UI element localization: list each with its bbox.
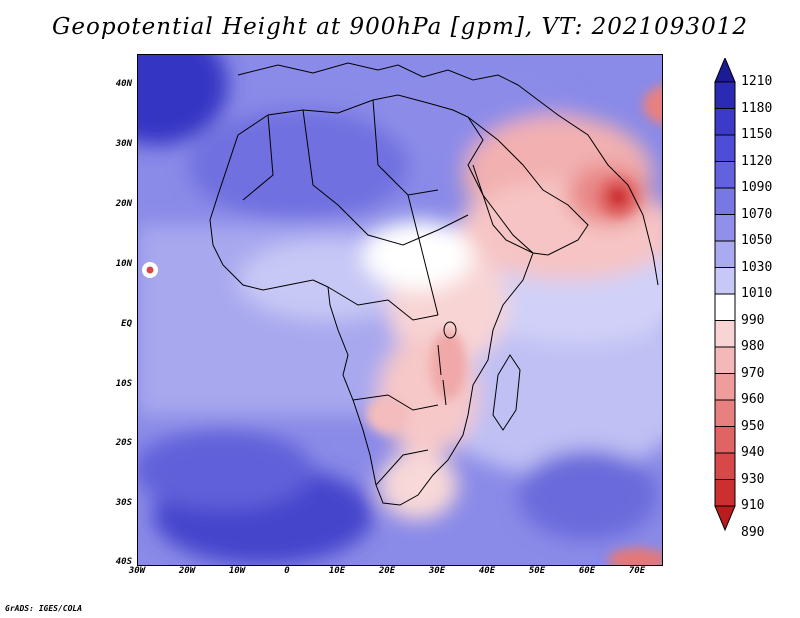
colorbar-box <box>714 373 736 401</box>
colorbar-box <box>714 240 736 268</box>
colorbar-box <box>714 293 736 321</box>
geopotential-map <box>138 55 662 565</box>
colorbar-box <box>714 108 736 136</box>
colorbar-box <box>714 187 736 215</box>
lat-label-30n: 30N <box>115 139 132 149</box>
lon-label-20w: 20W <box>178 566 196 576</box>
coastlines <box>209 62 659 506</box>
colorbar-box <box>714 452 736 480</box>
colorbar-label: 1090 <box>741 180 773 195</box>
colorbar-box <box>714 134 736 162</box>
colorbar-label: 1030 <box>741 259 773 275</box>
colorbar-box <box>714 346 736 374</box>
lon-label-30e: 30E <box>428 566 446 576</box>
colorbar-top-arrow <box>714 58 736 83</box>
colorbar-box <box>714 426 736 454</box>
lon-label-20e: 20E <box>378 566 396 576</box>
lon-label-70e: 70E <box>628 566 646 576</box>
field-shading <box>138 55 662 565</box>
colorbar-box <box>714 161 736 189</box>
colorbar-label: 1120 <box>741 153 773 169</box>
colorbar-label: 970 <box>741 365 765 381</box>
grads-credit: GrADS: IGES/COLA <box>5 604 83 613</box>
lat-label-40n: 40N <box>115 79 132 89</box>
colorbar-label: 990 <box>741 312 765 328</box>
colorbar-label: 1180 <box>741 100 773 116</box>
colorbar <box>714 58 736 532</box>
colorbar-label: 1210 <box>741 74 773 89</box>
lon-label-50e: 50E <box>528 566 546 576</box>
colorbar-box <box>714 479 736 507</box>
lon-label-30w: 30W <box>128 566 146 576</box>
colorbar-label: 1010 <box>741 286 773 301</box>
colorbar-label: 1050 <box>741 233 773 248</box>
lat-label-40s: 40S <box>115 557 132 567</box>
lat-label-20n: 20N <box>115 199 132 209</box>
colorbar-box <box>714 320 736 348</box>
lon-label-10e: 10E <box>328 566 346 576</box>
colorbar-label: 960 <box>741 392 765 407</box>
colorbar-bottom-arrow <box>714 505 736 532</box>
lat-label-20s: 20S <box>115 438 132 448</box>
lat-label-10s: 10S <box>115 379 132 389</box>
lat-label-eq: EQ <box>121 319 132 329</box>
lon-label-0: 0 <box>284 566 290 576</box>
colorbar-label: 890 <box>741 524 765 540</box>
colorbar-box <box>714 399 736 427</box>
colorbar-box <box>714 267 736 295</box>
colorbar-label: 950 <box>741 418 765 434</box>
lon-label-40e: 40E <box>478 566 496 576</box>
lat-label-30s: 30S <box>115 498 132 508</box>
map-panel <box>137 54 663 566</box>
lon-label-10w: 10W <box>228 566 246 576</box>
lat-label-10n: 10N <box>115 259 132 269</box>
colorbar-label: 930 <box>741 471 765 487</box>
map-title: Geopotential Height at 900hPa [gpm], VT:… <box>52 14 748 40</box>
colorbar-box <box>714 214 736 242</box>
colorbar-label: 940 <box>741 445 765 460</box>
lon-label-60e: 60E <box>578 566 596 576</box>
colorbar-label: 980 <box>741 339 765 354</box>
colorbar-box <box>714 81 736 109</box>
colorbar-label: 1150 <box>741 127 773 142</box>
colorbar-label: 910 <box>741 498 765 513</box>
colorbar-label: 1070 <box>741 206 773 222</box>
